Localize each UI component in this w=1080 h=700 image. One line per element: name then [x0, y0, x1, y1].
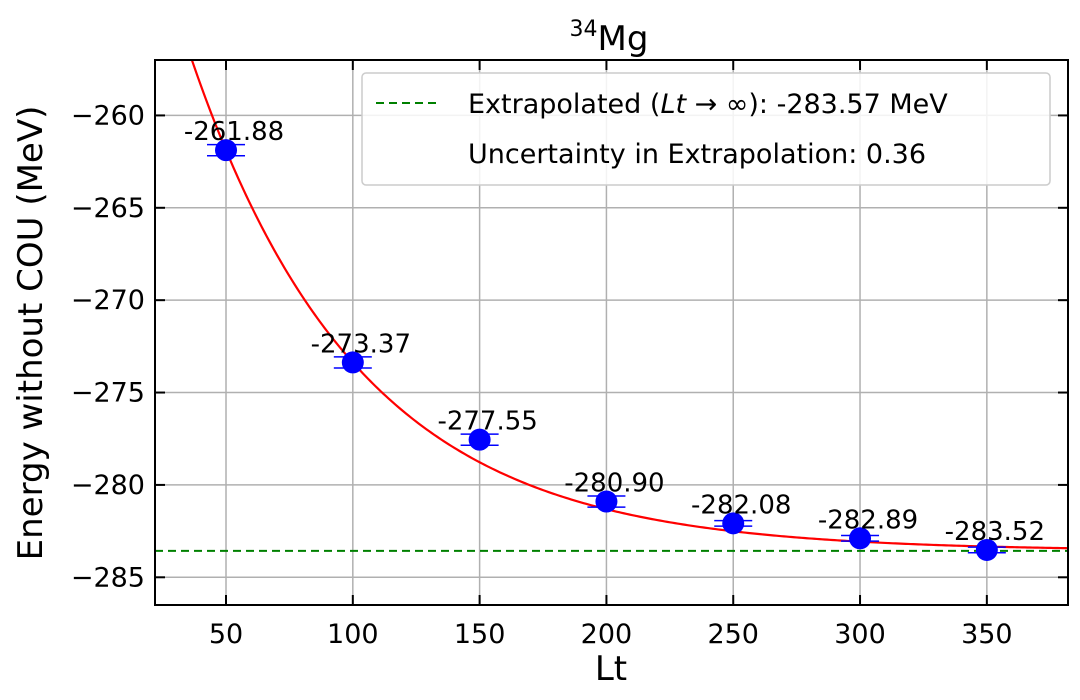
y-tick-label: −285	[71, 562, 145, 593]
x-tick-label: 150	[454, 619, 506, 650]
legend: Extrapolated (Lt → ∞): -283.57 MeV Uncer…	[361, 72, 1051, 186]
legend-uncertainty-text: Uncertainty in Extrapolation: 0.36	[468, 139, 926, 170]
y-tick-label: −280	[71, 470, 145, 501]
data-label: -282.08	[691, 490, 791, 520]
title-superscript: 34	[570, 17, 598, 42]
data-points	[207, 139, 1006, 561]
chart-title: 34Mg	[570, 17, 649, 59]
x-tick-label: 350	[961, 619, 1013, 650]
data-label: -282.89	[818, 505, 918, 535]
title-main: Mg	[598, 19, 649, 59]
data-point	[215, 139, 238, 162]
data-label: -280.90	[564, 469, 664, 499]
x-axis-label: Lt	[595, 649, 627, 689]
x-tick-label: 200	[581, 619, 633, 650]
data-point	[975, 538, 998, 561]
data-point	[595, 490, 618, 513]
legend-box	[361, 72, 1051, 186]
data-point	[849, 527, 872, 550]
axis-ticks: 50 100 150 200 250 300 350 −285 −280 −275 −270 −265…	[71, 60, 1068, 650]
data-point	[341, 351, 364, 374]
data-label: -273.37	[311, 329, 411, 359]
data-labels: -261.88 -273.37 -277.55 -280.90 -282.08 -282.…	[184, 117, 1045, 547]
x-tick-label: 100	[327, 619, 379, 650]
legend-extrapolated-text: Extrapolated (Lt → ∞): -283.57 MeV	[468, 89, 948, 120]
x-tick-label: 50	[209, 619, 243, 650]
y-tick-label: −270	[71, 285, 145, 316]
x-tick-label: 250	[707, 619, 759, 650]
data-point	[722, 512, 745, 535]
fit-curve-group	[190, 59, 1069, 550]
y-tick-label: −275	[71, 378, 145, 409]
y-axis-label: Energy without COU (MeV)	[11, 106, 51, 561]
plot-frame	[154, 59, 1069, 606]
data-label: -261.88	[184, 117, 284, 147]
x-tick-label: 300	[834, 619, 886, 650]
data-label: -277.55	[437, 407, 537, 437]
data-point	[468, 428, 491, 451]
y-tick-label: −265	[71, 193, 145, 224]
fit-curve	[190, 59, 1069, 550]
y-tick-label: −260	[71, 100, 145, 131]
data-label: -283.52	[945, 517, 1045, 547]
